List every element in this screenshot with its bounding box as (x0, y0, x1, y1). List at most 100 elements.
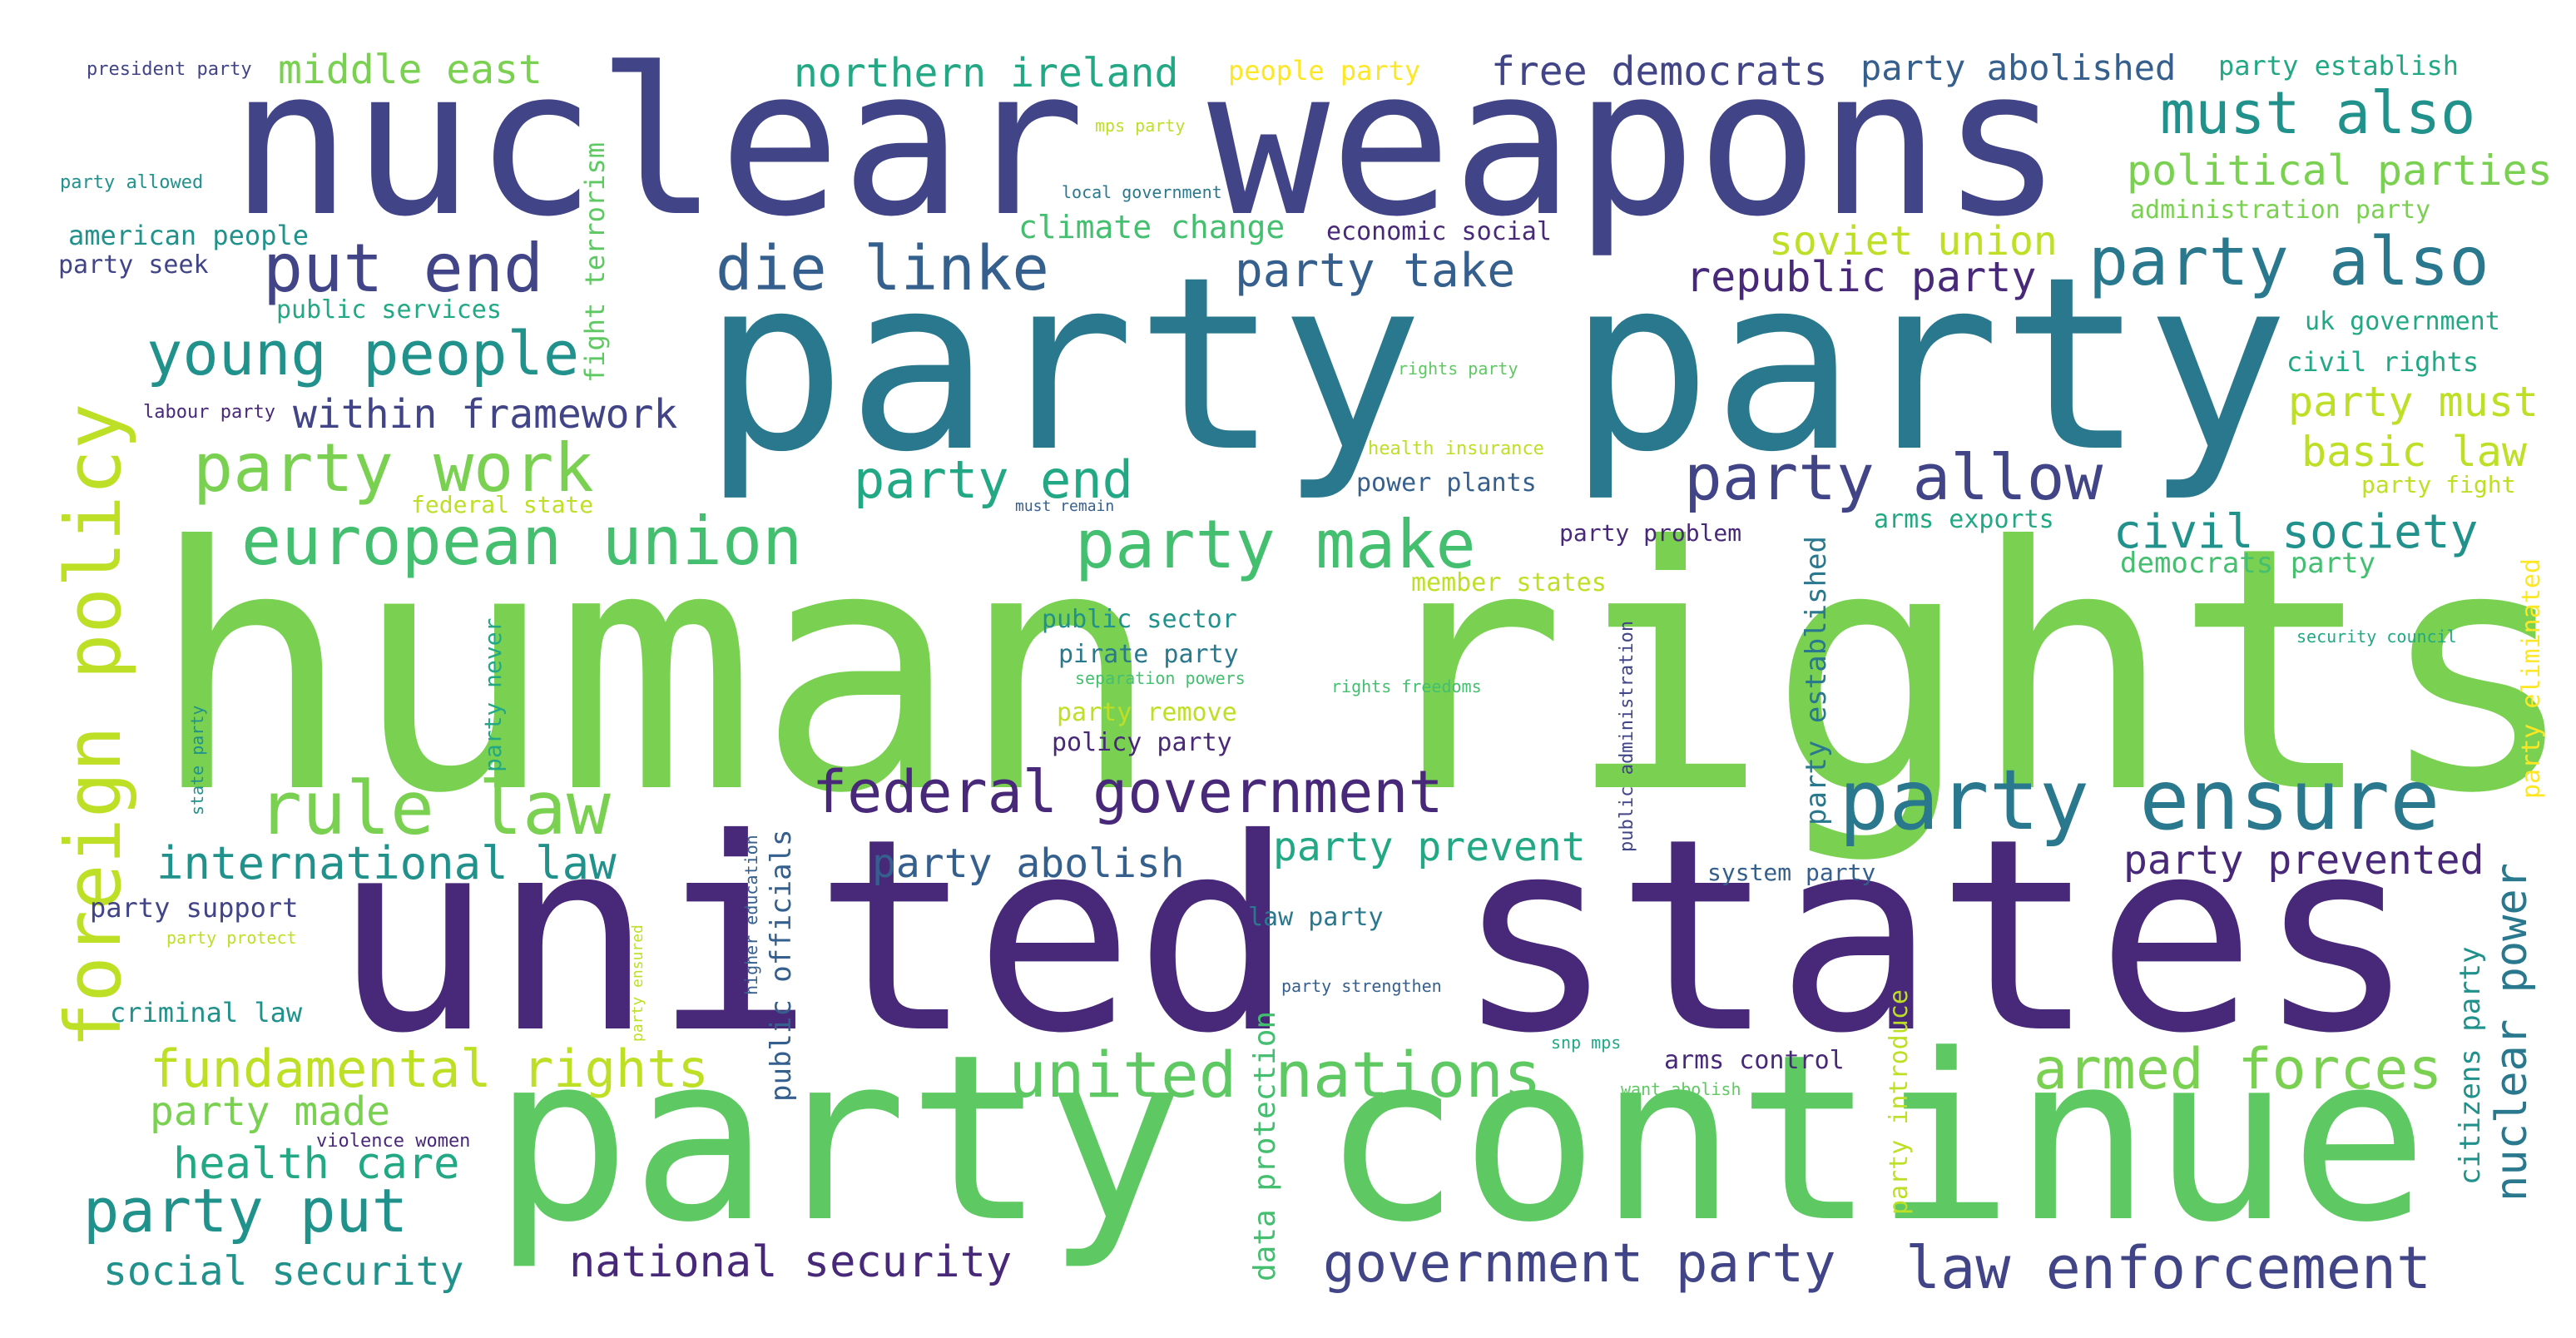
word-fight-terrorism: fight terrorism (579, 142, 611, 383)
word-member-states: member states (1411, 567, 1607, 597)
word-put-end: put end (263, 231, 544, 308)
word-party-established: party established (1801, 536, 1834, 825)
word-party-prevented: party prevented (2123, 837, 2484, 884)
word-nuclear-weapons: nuclear weapons (230, 25, 2063, 261)
word-party-allowed: party allowed (60, 171, 204, 193)
word-president-party: president party (87, 58, 252, 80)
word-united-states: united states (333, 780, 2417, 1092)
word-armed-forces: armed forces (2034, 1037, 2443, 1103)
word-want-abolish: want abolish (1621, 1082, 1741, 1100)
word-party-party: party party (702, 225, 2290, 504)
word-northern-ireland: northern ireland (794, 50, 1179, 97)
word-arms-exports: arms exports (1874, 504, 2054, 534)
word-public-sector: public sector (1042, 604, 1237, 634)
word-must-remain: must remain (1015, 499, 1115, 516)
word-party-introduce: party introduce (1884, 989, 1914, 1215)
word-basic-law: basic law (2301, 428, 2527, 476)
word-civil-rights: civil rights (2286, 346, 2479, 378)
word-party-must: party must (2288, 378, 2539, 426)
word-arms-control: arms control (1664, 1045, 1845, 1075)
word-party-abolish: party abolish (872, 840, 1185, 887)
word-european-union: european union (241, 504, 803, 581)
word-party-strengthen: party strengthen (1281, 979, 1442, 997)
word-law-enforcement: law enforcement (1905, 1236, 2432, 1303)
word-administration-party: administration party (2130, 195, 2431, 225)
word-united-nations: united nations (1008, 1038, 1542, 1112)
word-mps-party: mps party (1095, 118, 1186, 136)
word-social-security: social security (103, 1248, 464, 1295)
word-party-take: party take (1235, 243, 1516, 298)
word-power-plants: power plants (1356, 468, 1537, 498)
word-rights-freedoms: rights freedoms (1331, 679, 1482, 697)
word-citizens-party: citizens party (2455, 946, 2488, 1185)
word-public-administration: public administration (1616, 620, 1637, 852)
word-labour-party: labour party (143, 401, 275, 423)
word-within-framework: within framework (293, 391, 678, 438)
word-republic-party: republic party (1686, 253, 2037, 301)
word-health-insurance: health insurance (1368, 438, 1544, 459)
word-party-make: party make (1075, 508, 1476, 584)
word-violence-women: violence women (316, 1130, 471, 1152)
word-national-security: national security (569, 1238, 1013, 1288)
word-civil-society: civil society (2113, 504, 2479, 559)
word-party-ensure: party ensure (1839, 752, 2440, 849)
word-party-ensured: party ensured (631, 924, 647, 1042)
word-party-problem: party problem (1559, 521, 1742, 548)
word-party-remove: party remove (1057, 697, 1237, 727)
word-foreign-policy: foreign policy (48, 403, 138, 1048)
word-climate-change: climate change (1018, 210, 1286, 246)
word-party-made: party made (150, 1088, 390, 1135)
word-soviet-union: soviet union (1769, 218, 2058, 265)
word-pirate-party: pirate party (1058, 639, 1239, 669)
word-party-prevent: party prevent (1273, 824, 1586, 870)
word-rule-law: rule law (258, 767, 611, 852)
word-federal-state: federal state (411, 493, 594, 519)
word-local-government: local government (1062, 185, 1222, 203)
word-young-people: young people (146, 321, 580, 389)
word-die-linke: die linke (716, 233, 1049, 305)
word-party-end: party end (854, 451, 1133, 511)
word-party-continue: party continue (493, 1005, 2429, 1273)
word-american-people: american people (68, 220, 309, 251)
word-party-establish: party establish (2218, 50, 2459, 82)
word-system-party: system party (1707, 860, 1876, 887)
word-health-care: health care (173, 1140, 460, 1190)
word-party-abolished: party abolished (1860, 48, 2177, 88)
word-public-officials: public officials (765, 829, 799, 1102)
word-state-party: state party (190, 705, 208, 815)
word-party-protect: party protect (166, 930, 297, 949)
word-party-put: party put (83, 1178, 409, 1246)
word-fundamental-rights: fundamental rights (150, 1040, 709, 1100)
word-party-also: party also (2088, 225, 2489, 301)
word-must-also: must also (2160, 82, 2476, 148)
word-international-law: international law (156, 839, 617, 890)
word-economic-social: economic social (1326, 216, 1552, 246)
word-government-party: government party (1323, 1231, 1836, 1295)
word-uk-government: uk government (2305, 306, 2500, 336)
word-criminal-law: criminal law (110, 997, 303, 1028)
word-people-party: people party (1228, 55, 1421, 87)
word-higher-education: higher education (744, 835, 762, 995)
word-data-protection: data protection (1248, 1010, 1283, 1281)
word-nuclear-power: nuclear power (2488, 863, 2538, 1202)
word-party-work: party work (193, 431, 594, 508)
word-political-parties: political parties (2127, 146, 2553, 195)
word-free-democrats: free democrats (1491, 48, 1828, 95)
word-policy-party: policy party (1052, 727, 1232, 757)
word-middle-east: middle east (278, 47, 542, 93)
word-party-seek: party seek (58, 250, 209, 280)
word-party-support: party support (90, 892, 299, 924)
word-security-council: security council (2296, 629, 2457, 647)
word-public-services: public services (276, 295, 502, 325)
word-snp-mps: snp mps (1551, 1035, 1622, 1053)
word-human-rights: human rights (150, 474, 2576, 867)
word-party-fight: party fight (2361, 473, 2516, 499)
word-party-never: party never (481, 617, 508, 772)
word-party-allow: party allow (1684, 441, 2103, 514)
word-party-eliminated: party eliminated (2516, 558, 2546, 799)
word-separation-powers: separation powers (1075, 671, 1246, 689)
word-rights-party: rights party (1398, 361, 1518, 379)
word-federal-government: federal government (812, 761, 1444, 827)
word-democrats-party: democrats party (2120, 548, 2376, 581)
